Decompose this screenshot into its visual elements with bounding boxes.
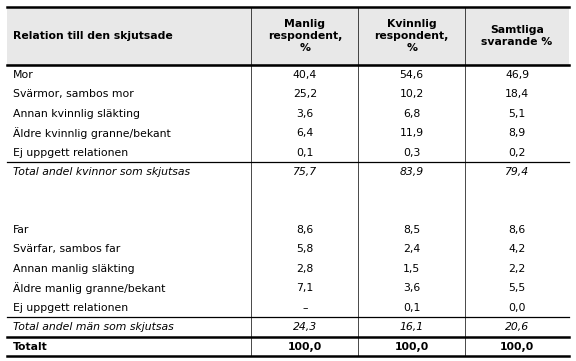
Text: 0,0: 0,0 xyxy=(508,303,526,313)
Text: 5,5: 5,5 xyxy=(509,283,526,293)
Text: 20,6: 20,6 xyxy=(505,322,529,332)
Text: 1,5: 1,5 xyxy=(403,264,420,274)
Text: 6,8: 6,8 xyxy=(403,109,420,119)
Text: 2,4: 2,4 xyxy=(403,244,420,254)
Text: 3,6: 3,6 xyxy=(296,109,313,119)
Text: 18,4: 18,4 xyxy=(505,89,529,99)
Text: 24,3: 24,3 xyxy=(293,322,317,332)
Text: 8,6: 8,6 xyxy=(509,225,526,235)
Text: 4,2: 4,2 xyxy=(509,244,526,254)
Text: 0,1: 0,1 xyxy=(403,303,420,313)
Text: 2,2: 2,2 xyxy=(509,264,526,274)
Text: Total andel män som skjutsas: Total andel män som skjutsas xyxy=(13,322,174,332)
Text: Manlig
respondent,
%: Manlig respondent, % xyxy=(268,19,342,53)
Text: Ej uppgett relationen: Ej uppgett relationen xyxy=(13,303,128,313)
Text: Total andel kvinnor som skjutsas: Total andel kvinnor som skjutsas xyxy=(13,167,190,177)
Text: Mor: Mor xyxy=(13,70,34,80)
Text: Totalt: Totalt xyxy=(13,342,48,352)
Text: Äldre manlig granne/bekant: Äldre manlig granne/bekant xyxy=(13,282,165,294)
Text: 40,4: 40,4 xyxy=(293,70,317,80)
Text: Svärmor, sambos mor: Svärmor, sambos mor xyxy=(13,89,134,99)
Text: 8,5: 8,5 xyxy=(403,225,420,235)
Text: 100,0: 100,0 xyxy=(395,342,429,352)
Text: Svärfar, sambos far: Svärfar, sambos far xyxy=(13,244,120,254)
Text: 6,4: 6,4 xyxy=(296,128,313,138)
Text: 25,2: 25,2 xyxy=(293,89,317,99)
Text: Kvinnlig
respondent,
%: Kvinnlig respondent, % xyxy=(374,19,449,53)
Text: 75,7: 75,7 xyxy=(293,167,317,177)
Text: Samtliga
svarande %: Samtliga svarande % xyxy=(482,25,552,47)
Text: 11,9: 11,9 xyxy=(400,128,424,138)
Text: 100,0: 100,0 xyxy=(288,342,322,352)
Text: Relation till den skjutsade: Relation till den skjutsade xyxy=(13,31,173,41)
Bar xyxy=(7,7,569,65)
Text: 0,3: 0,3 xyxy=(403,148,420,158)
Text: 8,6: 8,6 xyxy=(296,225,313,235)
Text: Annan kvinnlig släkting: Annan kvinnlig släkting xyxy=(13,109,140,119)
Text: –: – xyxy=(302,303,308,313)
Text: 2,8: 2,8 xyxy=(296,264,313,274)
Text: 10,2: 10,2 xyxy=(400,89,424,99)
Text: 5,8: 5,8 xyxy=(296,244,313,254)
Text: 16,1: 16,1 xyxy=(400,322,424,332)
Text: 54,6: 54,6 xyxy=(400,70,424,80)
Text: Far: Far xyxy=(13,225,29,235)
Text: 0,1: 0,1 xyxy=(296,148,313,158)
Text: 3,6: 3,6 xyxy=(403,283,420,293)
Text: 100,0: 100,0 xyxy=(500,342,534,352)
Text: 5,1: 5,1 xyxy=(509,109,526,119)
Text: 83,9: 83,9 xyxy=(400,167,424,177)
Text: 46,9: 46,9 xyxy=(505,70,529,80)
Text: Äldre kvinnlig granne/bekant: Äldre kvinnlig granne/bekant xyxy=(13,127,170,139)
Text: 7,1: 7,1 xyxy=(296,283,313,293)
Text: Annan manlig släkting: Annan manlig släkting xyxy=(13,264,135,274)
Text: Ej uppgett relationen: Ej uppgett relationen xyxy=(13,148,128,158)
Text: 8,9: 8,9 xyxy=(509,128,526,138)
Text: 79,4: 79,4 xyxy=(505,167,529,177)
Text: 0,2: 0,2 xyxy=(509,148,526,158)
